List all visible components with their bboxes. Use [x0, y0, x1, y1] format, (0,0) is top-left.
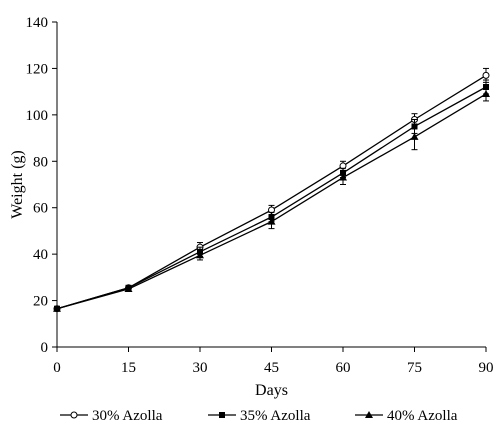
x-tick-label: 60 — [336, 360, 351, 376]
series-line — [56, 86, 487, 310]
y-tick-label: 0 — [41, 340, 49, 356]
y-tick-label: 40 — [33, 247, 48, 263]
legend-label: 30% Azolla — [92, 408, 163, 424]
x-tick-label: 30 — [193, 360, 208, 376]
y-tick-label: 120 — [26, 61, 49, 77]
legend-item-3: 40% Azolla — [355, 408, 458, 424]
legend-marker — [70, 411, 78, 419]
series-2 — [54, 79, 489, 312]
series-3 — [53, 86, 490, 312]
data-point — [410, 132, 419, 140]
legend-item-1: 30% Azolla — [60, 408, 163, 424]
y-tick-label: 100 — [26, 108, 49, 124]
data-point — [124, 284, 133, 292]
series-group — [53, 67, 490, 313]
y-tick-label: 20 — [33, 294, 48, 310]
x-tick-label: 0 — [53, 360, 61, 376]
series-line — [56, 93, 487, 310]
legend-marker — [219, 412, 225, 418]
series-1 — [53, 67, 490, 313]
x-tick-label: 15 — [121, 360, 136, 376]
legend-marker — [365, 411, 373, 418]
data-point — [196, 251, 204, 259]
y-tick-label: 140 — [26, 15, 49, 31]
x-tick-label: 45 — [264, 360, 279, 376]
legend-label: 35% Azolla — [240, 408, 311, 424]
axes: 0 20 40 60 80 100 120 140 0 15 30 45 60 75 90 — [26, 15, 494, 376]
data-point — [267, 217, 276, 225]
legend-item-2: 35% Azolla — [208, 408, 311, 424]
x-tick-label: 75 — [407, 360, 422, 376]
data-point — [482, 71, 490, 79]
legend-label: 40% Azolla — [387, 408, 458, 424]
x-tick-label: 90 — [479, 360, 494, 376]
legend: 30% Azolla 35% Azolla 40% Azolla — [60, 408, 458, 424]
series-line — [56, 74, 487, 310]
data-point — [339, 173, 347, 181]
y-axis-title: Weight (g) — [9, 150, 26, 218]
data-point — [53, 304, 61, 312]
x-axis-title: Days — [255, 382, 288, 399]
data-point — [482, 89, 490, 97]
y-tick-label: 60 — [33, 201, 48, 217]
y-tick-label: 80 — [33, 154, 48, 170]
